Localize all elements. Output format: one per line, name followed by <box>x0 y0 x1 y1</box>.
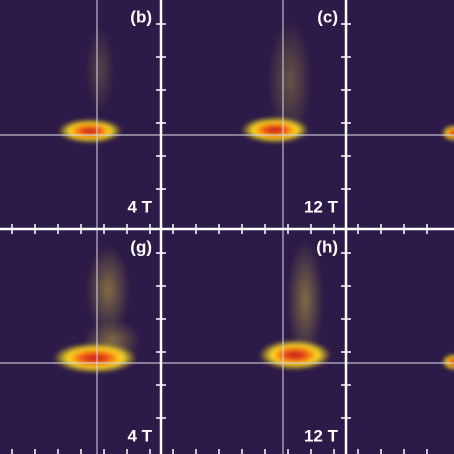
panel-label: (g) <box>130 237 152 256</box>
field-label: 4 T <box>127 426 152 445</box>
panel-label: (b) <box>130 7 152 26</box>
field-label: 4 T <box>127 197 152 216</box>
field-label: 12 T <box>304 426 339 445</box>
field-label: 12 T <box>304 197 339 216</box>
panel-label: (h) <box>316 237 338 256</box>
panel-label: (c) <box>317 7 338 26</box>
